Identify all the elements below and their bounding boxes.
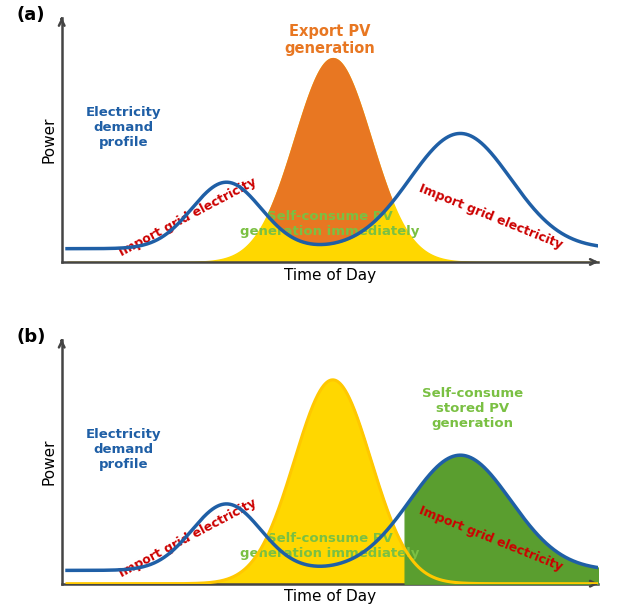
Text: Import grid electricity: Import grid electricity bbox=[117, 175, 259, 259]
Text: Import grid electricity: Import grid electricity bbox=[418, 182, 565, 252]
Text: (b): (b) bbox=[16, 328, 46, 346]
Text: Self-consume PV
generation immediately: Self-consume PV generation immediately bbox=[241, 532, 420, 560]
X-axis label: Time of Day: Time of Day bbox=[284, 589, 376, 604]
Y-axis label: Power: Power bbox=[41, 117, 56, 164]
Text: Electricity
demand
profile: Electricity demand profile bbox=[86, 428, 161, 471]
Text: Import grid electricity: Import grid electricity bbox=[117, 497, 259, 581]
Text: Self-consume PV
generation immediately: Self-consume PV generation immediately bbox=[241, 210, 420, 238]
Y-axis label: Power: Power bbox=[41, 438, 56, 485]
X-axis label: Time of Day: Time of Day bbox=[284, 268, 376, 283]
Text: Export PV
generation: Export PV generation bbox=[284, 24, 376, 57]
Text: Self-consume
stored PV
generation: Self-consume stored PV generation bbox=[422, 387, 523, 430]
Text: Import grid electricity: Import grid electricity bbox=[418, 504, 565, 573]
Text: (a): (a) bbox=[16, 6, 44, 24]
Text: Electricity
demand
profile: Electricity demand profile bbox=[86, 106, 161, 150]
